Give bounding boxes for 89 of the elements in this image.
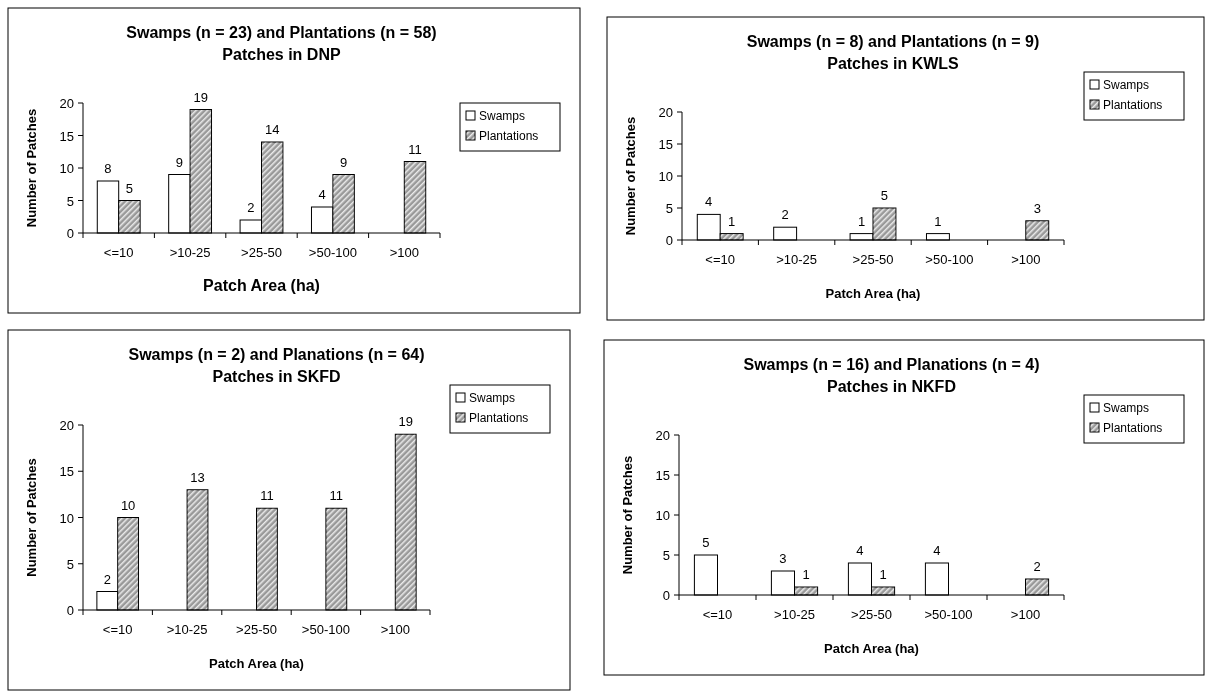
x-tick-label: >100 <box>1010 607 1041 622</box>
data-label: 1 <box>879 567 887 582</box>
x-tick-label: >50-100 <box>308 245 357 260</box>
data-label: 2 <box>781 207 789 223</box>
data-label: 19 <box>398 414 413 430</box>
data-label: 5 <box>702 535 710 550</box>
data-label: 1 <box>802 567 810 582</box>
y-tick-label: 15 <box>59 464 74 480</box>
data-label: 1 <box>934 213 942 229</box>
x-tick-label: <=10 <box>102 622 133 637</box>
data-label: 2 <box>103 571 111 587</box>
legend-label: Plantations <box>1103 421 1163 435</box>
x-axis-title: Patch Area (ha) <box>203 277 320 294</box>
data-label: 14 <box>264 122 280 137</box>
data-label: 4 <box>318 187 326 202</box>
x-tick-label: >50-100 <box>301 622 350 637</box>
chart-title: Swamps (n = 16) and Planations (n = 4) Patches in NKFD <box>743 356 1040 395</box>
chart-title: Swamps (n = 2) and Planations (n = 64) Patches in SKFD <box>128 346 425 385</box>
data-label: 4 <box>933 543 941 558</box>
y-tick-label: 20 <box>655 428 670 443</box>
data-label: 11 <box>329 488 344 504</box>
data-label: 5 <box>125 180 134 196</box>
y-tick-label: 0 <box>662 588 670 603</box>
x-tick-label: >10-25 <box>166 622 208 637</box>
data-label: 2 <box>1033 559 1041 574</box>
x-tick-label: >100 <box>389 245 419 260</box>
data-label: 13 <box>190 469 205 485</box>
y-tick-label: 5 <box>665 201 673 216</box>
legend-label: Swamps <box>479 109 526 123</box>
y-tick-label: 0 <box>66 226 74 241</box>
y-tick-label: 5 <box>66 193 74 209</box>
x-tick-label: >100 <box>1011 252 1041 267</box>
data-label: 2 <box>247 200 255 215</box>
x-tick-label: >100 <box>380 622 410 637</box>
x-tick-label: >25-50 <box>236 622 277 637</box>
x-tick-label: <=10 <box>103 245 134 260</box>
y-tick-label: 20 <box>658 105 673 120</box>
data-label: 1 <box>857 213 866 229</box>
x-tick-label: >10-25 <box>774 607 815 622</box>
x-tick-label: >50-100 <box>925 252 974 267</box>
data-label: 10 <box>120 497 136 513</box>
x-tick-label: <=10 <box>705 252 736 267</box>
x-tick-label: >50-100 <box>924 607 973 622</box>
data-label: 5 <box>880 188 889 203</box>
data-label: 8 <box>104 161 112 176</box>
data-label: 11 <box>408 141 422 157</box>
x-axis-title: Patch Area (ha) <box>824 641 919 656</box>
x-axis-title: Patch Area (ha) <box>209 656 304 671</box>
data-label: 9 <box>175 154 184 170</box>
y-tick-label: 10 <box>59 510 74 526</box>
x-axis-title: Patch Area (ha) <box>825 286 921 301</box>
x-tick-label: <=10 <box>702 607 733 622</box>
y-axis-title: Number of Patches <box>24 458 39 577</box>
y-tick-label: 0 <box>665 233 673 248</box>
y-tick-label: 0 <box>66 603 74 618</box>
y-axis-title: Number of Patches <box>24 108 39 228</box>
y-tick-label: 10 <box>655 508 670 523</box>
legend-label: Plantations <box>469 411 529 425</box>
legend-label: Plantations <box>479 129 539 143</box>
data-label: 1 <box>728 213 736 229</box>
y-tick-label: 15 <box>655 468 670 483</box>
legend-label: Swamps <box>1103 401 1150 415</box>
data-label: 4 <box>856 543 864 558</box>
data-label: 3 <box>779 551 787 566</box>
y-tick-label: 5 <box>66 556 74 572</box>
x-tick-label: >25-50 <box>851 607 892 622</box>
y-axis-title: Number of Patches <box>620 455 635 575</box>
data-label: 3 <box>1033 200 1041 216</box>
chart-title: Swamps (n = 8) and Plantations (n = 9) Patches in KWLS <box>746 33 1040 72</box>
legend-label: Swamps <box>469 391 516 405</box>
y-tick-label: 20 <box>59 96 74 111</box>
data-label: 9 <box>339 154 348 170</box>
y-tick-label: 5 <box>662 548 670 563</box>
data-label: 11 <box>260 488 274 504</box>
x-tick-label: >10-25 <box>169 245 211 260</box>
x-tick-label: >25-50 <box>241 245 282 260</box>
chart-title: Swamps (n = 23) and Plantations (n = 58) Patches in DNP <box>126 24 437 63</box>
x-tick-label: >25-50 <box>852 252 894 267</box>
legend-label: Swamps <box>1103 78 1150 92</box>
y-tick-label: 10 <box>59 161 74 176</box>
y-tick-label: 20 <box>59 418 74 433</box>
x-tick-label: >10-25 <box>776 252 818 267</box>
y-axis-title: Number of Patches <box>623 116 638 236</box>
data-label: 4 <box>705 194 713 210</box>
legend-label: Plantations <box>1103 98 1163 112</box>
y-tick-label: 10 <box>658 169 673 184</box>
y-tick-label: 15 <box>658 137 673 152</box>
data-label: 19 <box>193 89 209 105</box>
y-tick-label: 15 <box>59 128 74 144</box>
